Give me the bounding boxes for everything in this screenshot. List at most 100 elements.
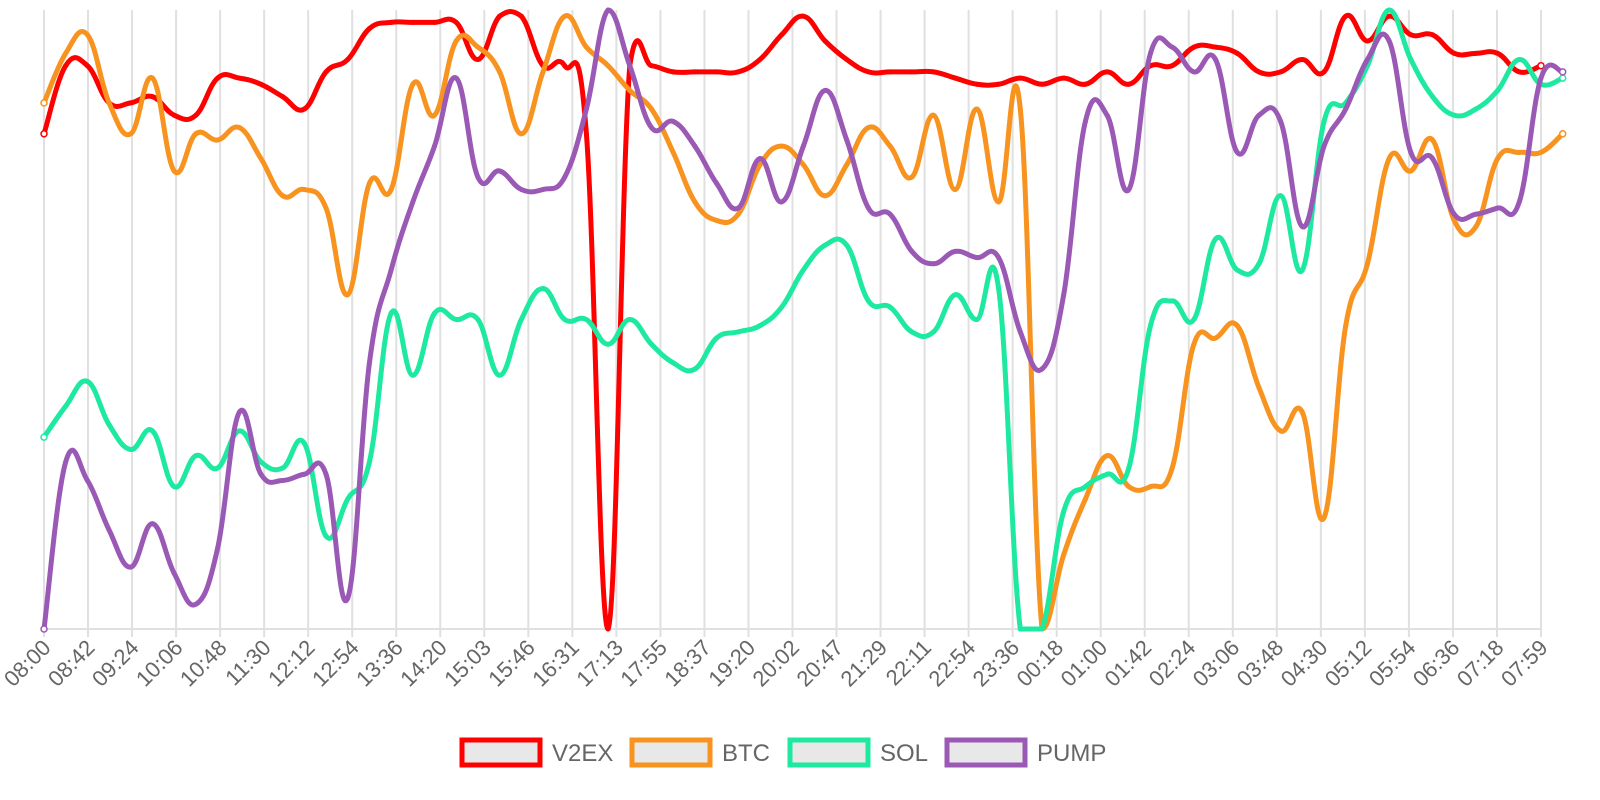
data-point (583, 131, 589, 137)
data-point (1451, 112, 1457, 118)
data-point (1516, 57, 1522, 63)
data-point (757, 156, 763, 162)
data-point (1278, 193, 1284, 199)
data-point (63, 459, 69, 465)
data-point (106, 527, 112, 533)
data-point (215, 75, 221, 81)
data-point (735, 205, 741, 211)
data-point (1278, 428, 1284, 434)
data-point (236, 75, 242, 81)
data-point (1537, 61, 1545, 70)
data-point (258, 459, 264, 465)
legend-label: V2EX (552, 740, 613, 767)
data-point (909, 248, 915, 254)
x-tick-label: 03:48 (1232, 635, 1289, 692)
data-point (1299, 224, 1305, 230)
legend-item-btc[interactable]: BTC (629, 737, 770, 768)
data-point (1061, 508, 1067, 514)
data-point (670, 69, 676, 75)
data-point (1104, 69, 1110, 75)
series-sol (40, 7, 1567, 632)
grid-lines (43, 10, 1542, 637)
data-point (128, 446, 134, 452)
data-point (171, 112, 177, 118)
data-point (714, 217, 720, 223)
data-point (627, 317, 633, 322)
data-point (757, 162, 763, 168)
data-point (583, 106, 589, 112)
data-point (497, 372, 503, 378)
x-tick-label: 13:36 (351, 635, 408, 692)
data-point (1430, 32, 1436, 38)
data-point (1386, 7, 1392, 13)
data-point (562, 13, 568, 19)
data-point (627, 87, 633, 93)
data-point (1495, 205, 1501, 211)
data-point (1126, 465, 1132, 471)
data-point (1213, 236, 1219, 242)
x-tick-label: 22:11 (881, 635, 936, 690)
data-point (171, 570, 177, 576)
data-point (432, 310, 438, 316)
legend-item-v2ex[interactable]: V2EX (459, 737, 613, 768)
data-point (1191, 341, 1197, 347)
data-point (1017, 106, 1023, 112)
x-tick-label: 11:30 (220, 635, 275, 690)
data-point (865, 298, 871, 304)
data-point (171, 168, 177, 174)
data-point (410, 81, 416, 87)
data-point (388, 187, 394, 193)
data-point (1386, 156, 1392, 162)
data-point (475, 317, 481, 322)
data-point (388, 310, 394, 316)
data-point (518, 13, 524, 19)
legend-item-pump[interactable]: PUMP (944, 737, 1106, 768)
data-point (670, 149, 676, 155)
data-point (1234, 323, 1240, 329)
legend[interactable]: V2EX BTC SOL PUMP (459, 737, 1106, 768)
data-point (193, 131, 199, 137)
data-point (84, 477, 90, 483)
data-point (887, 69, 893, 75)
data-point (583, 317, 589, 322)
data-point (779, 143, 785, 149)
data-point (258, 81, 264, 87)
data-point (692, 69, 698, 75)
data-point (648, 341, 654, 347)
data-point (1343, 13, 1349, 19)
data-point (952, 75, 958, 81)
data-point (280, 193, 286, 199)
data-point (757, 323, 763, 329)
legend-item-sol[interactable]: SOL (787, 737, 928, 768)
data-point (40, 433, 48, 441)
data-point (1061, 552, 1067, 558)
data-point (844, 242, 850, 248)
data-point (453, 75, 459, 81)
data-point (193, 112, 199, 118)
x-tick-label: 22:54 (924, 635, 981, 692)
data-point (887, 143, 893, 149)
data-point (345, 496, 351, 502)
data-point (1126, 81, 1132, 87)
data-point (887, 304, 893, 310)
data-point (1082, 118, 1088, 124)
data-point (692, 366, 698, 372)
data-point (497, 168, 503, 174)
data-point (1408, 149, 1414, 155)
data-point (84, 378, 90, 384)
data-point (1256, 69, 1262, 75)
data-point (1495, 156, 1501, 162)
data-point (1126, 484, 1132, 490)
data-point (562, 174, 568, 180)
x-tick-label: 10:48 (175, 635, 232, 692)
data-point (1516, 199, 1522, 205)
x-tick-label: 06:36 (1408, 635, 1465, 692)
data-point (1386, 13, 1392, 19)
x-tick-label: 10:06 (131, 635, 188, 692)
data-point (280, 465, 286, 471)
data-point (128, 564, 134, 570)
data-point (410, 199, 416, 205)
data-point (1364, 261, 1370, 267)
data-point (865, 205, 871, 211)
data-point (128, 100, 134, 106)
